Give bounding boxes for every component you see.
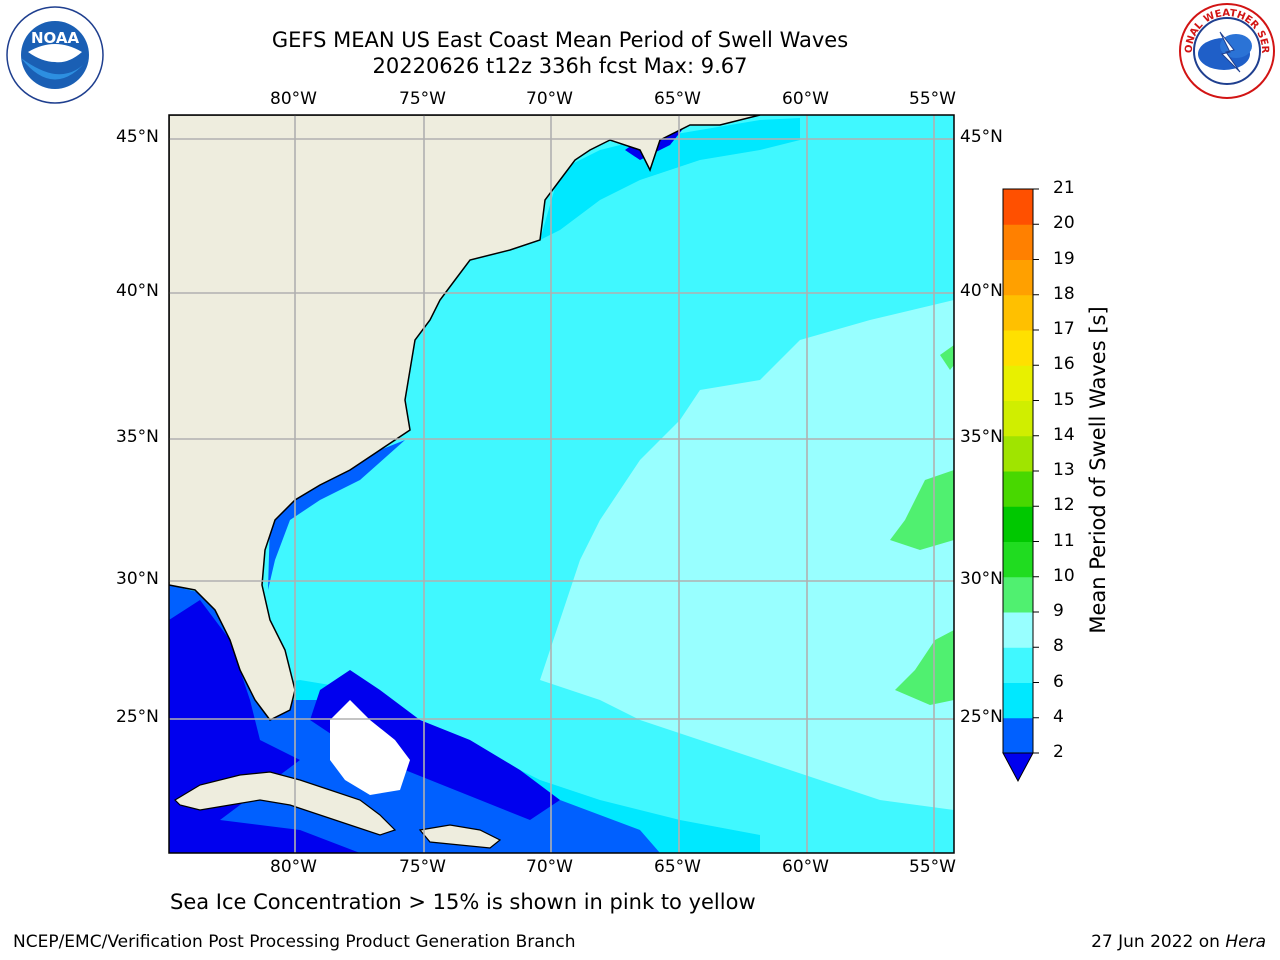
lat-label-right: 25°N — [960, 707, 1003, 727]
lat-label-right: 30°N — [960, 569, 1003, 589]
lon-label-bottom: 70°W — [526, 857, 573, 877]
lon-label-bottom: 60°W — [782, 857, 829, 877]
footer-credit: NCEP/EMC/Verification Post Processing Pr… — [13, 932, 576, 952]
colorbar-tick-label: 17 — [1053, 319, 1075, 339]
colorbar-tick-label: 21 — [1053, 178, 1075, 198]
graticule — [169, 115, 954, 853]
colorbar-tick-label: 6 — [1053, 671, 1064, 692]
colorbar-bin — [1003, 717, 1033, 754]
colorbar-bin — [1003, 682, 1033, 719]
nws-logo: NATIONAL WEATHER SERVICE — [1178, 2, 1275, 99]
colorbar-bin — [1003, 294, 1033, 331]
lat-label-right: 35°N — [960, 427, 1003, 447]
colorbar-bin — [1003, 400, 1033, 437]
noaa-logo-text: NOAA — [31, 29, 80, 47]
colorbar-tick-label: 9 — [1053, 601, 1064, 621]
colorbar-bin — [1003, 435, 1033, 472]
colorbar-tick-label: 13 — [1053, 460, 1075, 480]
colorbar-tick-label: 10 — [1053, 565, 1075, 586]
lat-label-left: 35°N — [116, 427, 159, 447]
lon-label-bottom: 75°W — [399, 857, 446, 877]
lon-label-top: 55°W — [909, 89, 956, 109]
colorbar-bin — [1003, 189, 1033, 225]
colorbar-tick-label: 18 — [1053, 283, 1075, 304]
colorbar-tick-label: 20 — [1053, 213, 1075, 234]
colorbar-bin — [1003, 471, 1033, 507]
colorbar-bin — [1003, 224, 1033, 260]
footer-date: 27 Jun 2022 on Hera — [1091, 932, 1266, 952]
colorbar-bin — [1003, 330, 1033, 366]
swell-region-8-9 — [540, 300, 954, 810]
lon-label-top: 65°W — [654, 89, 701, 109]
colorbar-bin — [1003, 259, 1033, 296]
colorbar-tick-label: 19 — [1053, 248, 1075, 269]
colorbar-bin — [1003, 647, 1033, 683]
colorbar-tick-label: 2 — [1053, 742, 1064, 762]
swell-region-below-2-b — [310, 670, 560, 820]
chart-subtitle: 20220626 t12z 336h fcst Max: 9.67 — [372, 54, 748, 78]
colorbar-bin — [1003, 612, 1033, 648]
colorbar-tick-label: 4 — [1053, 706, 1064, 727]
bahamas-shelf — [330, 700, 410, 795]
colorbar-underflow — [1002, 752, 1034, 783]
lat-label-left: 30°N — [116, 569, 159, 589]
colorbar-tick-label: 11 — [1053, 530, 1075, 551]
colorbar-bin — [1003, 576, 1033, 613]
lon-label-bottom: 65°W — [654, 857, 701, 877]
lat-label-right: 40°N — [960, 281, 1003, 301]
map-plot-area — [169, 115, 954, 853]
map-frame — [168, 114, 955, 854]
land-cuba — [174, 771, 397, 836]
swell-region-4-6-north — [540, 118, 800, 240]
sea-ice-note: Sea Ice Concentration > 15% is shown in … — [170, 890, 756, 914]
colorbar-tick-label: 12 — [1053, 495, 1075, 516]
colorbar — [1002, 188, 1039, 783]
colorbar-tick-label: 8 — [1053, 636, 1064, 657]
lat-label-right: 45°N — [960, 127, 1003, 147]
colorbar-tick-label: 16 — [1053, 354, 1075, 375]
footer-host: Hera — [1225, 932, 1266, 952]
swell-region-9-10-a — [890, 470, 954, 550]
lon-label-top: 75°W — [399, 89, 446, 109]
lon-label-top: 80°W — [270, 89, 317, 109]
footer-date-text: 27 Jun 2022 on — [1091, 932, 1226, 952]
lat-label-left: 40°N — [116, 281, 159, 301]
colorbar-bin — [1003, 541, 1033, 578]
noaa-logo: NOAA — [6, 6, 104, 104]
colorbar-tick-label: 15 — [1053, 389, 1075, 410]
lon-label-bottom: 55°W — [909, 857, 956, 877]
lon-label-top: 60°W — [782, 89, 829, 109]
chart-title: GEFS MEAN US East Coast Mean Period of S… — [271, 28, 849, 52]
lat-label-left: 45°N — [116, 127, 159, 147]
lon-label-top: 70°W — [526, 89, 573, 109]
lat-label-left: 25°N — [116, 707, 159, 727]
swell-region-9-10-c — [940, 345, 954, 370]
colorbar-tick-label: 14 — [1053, 424, 1075, 445]
colorbar-bin — [1003, 506, 1033, 542]
land-north-america — [169, 115, 761, 721]
land-hispaniola — [418, 824, 502, 849]
swell-region-9-10-b — [895, 630, 954, 705]
colorbar-label: Mean Period of Swell Waves [s] — [1086, 306, 1110, 634]
colorbar-bin — [1003, 365, 1033, 401]
lon-label-bottom: 80°W — [270, 857, 317, 877]
